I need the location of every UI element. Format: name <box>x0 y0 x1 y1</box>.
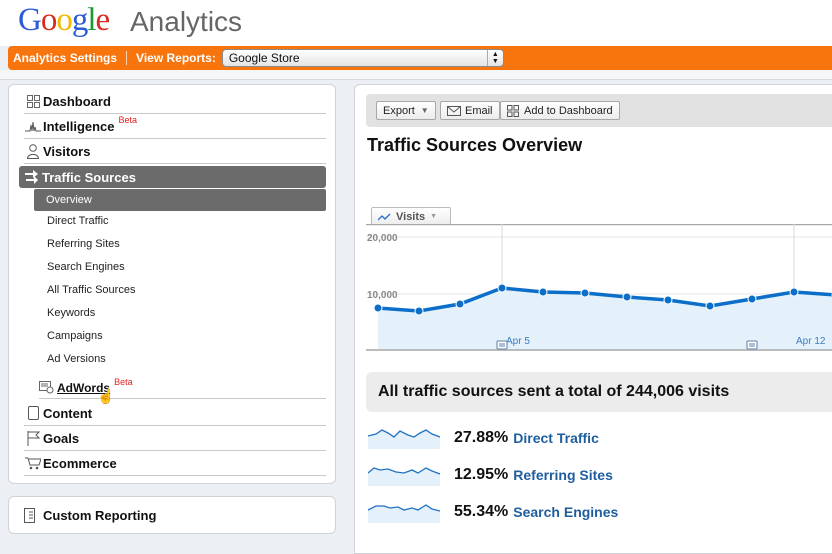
hand-cursor-icon: ☝ <box>97 388 115 404</box>
annotation-icon[interactable] <box>496 340 508 350</box>
sidebar-item-label: Dashboard <box>43 93 111 109</box>
envelope-icon <box>447 105 461 116</box>
view-reports-label: View Reports: <box>136 51 216 65</box>
metric-selector-tab[interactable]: Visits ▼ <box>371 207 451 225</box>
annotation-icon[interactable] <box>746 340 758 350</box>
analytics-settings-link[interactable]: Analytics Settings <box>13 51 118 65</box>
source-link-referring-sites[interactable]: Referring Sites <box>513 467 613 483</box>
sidebar-item-visitors[interactable]: Visitors <box>24 139 326 164</box>
content-strip <box>0 70 832 80</box>
source-percent: 27.88% <box>454 429 509 446</box>
flag-icon <box>24 430 42 446</box>
source-percent: 55.34% <box>454 503 509 520</box>
product-name: Analytics <box>130 6 243 37</box>
add-to-dashboard-button[interactable]: Add to Dashboard <box>500 101 620 120</box>
line-chart-icon <box>378 213 392 221</box>
sidebar-subitem-label: Overview <box>46 194 92 206</box>
export-label: Export <box>383 104 415 117</box>
report-toolbar: Export ▼ Email Add to Dashboard <box>366 94 832 127</box>
person-icon <box>24 143 42 159</box>
logo-letter: o <box>40 2 57 38</box>
sidebar-subitem-search-engines[interactable]: Search Engines <box>47 261 125 273</box>
x-tick-label: Apr 5 <box>506 336 530 347</box>
sidebar-subitem-campaigns[interactable]: Campaigns <box>47 330 103 342</box>
page-icon <box>24 405 42 421</box>
arrows-icon <box>23 169 41 185</box>
summary-box: All traffic sources sent a total of 244,… <box>366 372 832 412</box>
logo-letter: g <box>71 2 88 38</box>
chevron-down-icon: ▼ <box>420 106 429 115</box>
grid-icon <box>507 104 519 117</box>
beta-badge: Beta <box>118 115 138 125</box>
custom-reporting-label: Custom Reporting <box>43 507 157 523</box>
sidebar-item-ecommerce[interactable]: Ecommerce <box>24 451 326 476</box>
sidebar-item-label: Intelligence <box>43 118 115 134</box>
sidebar-item-label: Ecommerce <box>43 455 117 471</box>
email-button[interactable]: Email <box>440 101 500 120</box>
email-label: Email <box>465 104 493 117</box>
source-row-direct: 27.88% Direct Traffic <box>368 427 599 449</box>
logo-letter: o <box>56 2 72 38</box>
y-tick-label: 20,000 <box>367 233 398 244</box>
visits-chart[interactable]: 20,000 10,000 Apr 5 Apr 12 <box>366 224 832 354</box>
divider <box>126 51 128 65</box>
source-row-referring: 12.95% Referring Sites <box>368 464 613 486</box>
source-link-direct-traffic[interactable]: Direct Traffic <box>513 430 599 446</box>
select-arrows-icon: ▲ ▼ <box>486 50 503 66</box>
sidebar-item-traffic-sources[interactable]: Traffic Sources <box>19 166 326 188</box>
summary-text: All traffic sources sent a total of 244,… <box>378 383 730 400</box>
logo-letter: G <box>18 2 42 38</box>
top-nav-bar: Analytics Settings View Reports: Google … <box>8 46 832 70</box>
sidebar-item-intelligence[interactable]: Intelligence Beta <box>24 114 326 139</box>
google-logo[interactable]: Google <box>18 2 111 39</box>
add-to-dashboard-label: Add to Dashboard <box>524 104 613 117</box>
beta-badge: Beta <box>114 376 133 387</box>
page-title: Traffic Sources Overview <box>367 135 583 155</box>
cart-icon <box>24 455 42 471</box>
sidebar-item-label: Traffic Sources <box>42 169 136 185</box>
sparkline <box>368 504 441 523</box>
chevron-down-icon: ▼ <box>430 213 438 220</box>
profile-selected-value: Google Store <box>228 51 300 65</box>
sidebar-item-content[interactable]: Content <box>24 401 326 426</box>
sidebar-subitem-keywords[interactable]: Keywords <box>47 307 96 319</box>
sidebar-item-dashboard[interactable]: Dashboard <box>24 89 326 114</box>
custom-reporting-panel[interactable]: Custom Reporting <box>8 496 336 534</box>
main-panel: Export ▼ Email Add to Dashboard Traffic … <box>354 84 832 554</box>
header: Google Analytics <box>0 0 832 46</box>
sidebar-item-label: AdWords <box>57 380 111 395</box>
grid-icon <box>24 93 42 109</box>
sidebar-item-label: Goals <box>43 430 80 446</box>
sidebar-item-label: Content <box>43 405 93 421</box>
sidebar-subitem-all-traffic-sources[interactable]: All Traffic Sources <box>47 284 136 296</box>
source-link-search-engines[interactable]: Search Engines <box>513 504 619 520</box>
sidebar-subitem-adwords[interactable]: AdWords Beta <box>39 377 326 399</box>
x-tick-label: Apr 12 <box>796 336 826 347</box>
logo-letter: l <box>87 2 96 38</box>
source-row-search: 55.34% Search Engines <box>368 501 618 523</box>
pulse-icon <box>24 118 42 134</box>
report-icon <box>24 507 42 523</box>
sidebar-subitem-overview[interactable]: Overview <box>34 189 326 211</box>
navigation-panel: Dashboard Intelligence Beta Visitors Tra… <box>8 84 336 484</box>
sidebar-subitem-referring-sites[interactable]: Referring Sites <box>47 238 120 250</box>
logo-letter: e <box>95 2 111 38</box>
adwords-icon <box>39 381 57 394</box>
sidebar-subitem-direct-traffic[interactable]: Direct Traffic <box>47 215 109 227</box>
sparkline <box>368 429 441 449</box>
sidebar-subitem-ad-versions[interactable]: Ad Versions <box>47 353 106 365</box>
sparkline <box>368 467 441 486</box>
sidebar-item-goals[interactable]: Goals <box>24 426 326 451</box>
source-percent: 12.95% <box>454 466 509 483</box>
export-button[interactable]: Export ▼ <box>376 101 436 120</box>
sidebar-item-label: Visitors <box>43 143 91 159</box>
y-tick-label: 10,000 <box>367 290 398 301</box>
profile-select[interactable]: Google Store ▲ ▼ <box>221 49 504 67</box>
metric-label: Visits <box>396 210 426 223</box>
